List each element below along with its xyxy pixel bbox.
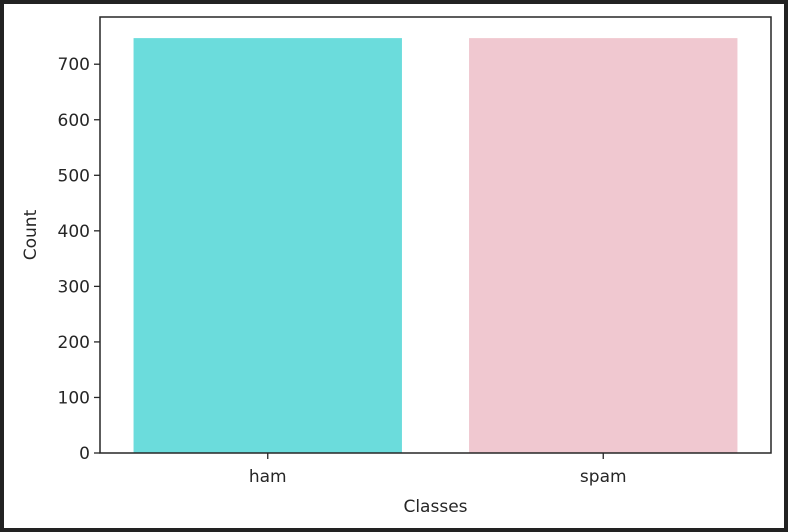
y-tick-label: 500: [58, 166, 90, 186]
x-axis-label: Classes: [403, 497, 467, 517]
y-tick-label: 100: [58, 388, 90, 408]
bars-group: [133, 38, 738, 453]
x-axis: ham spam: [249, 453, 627, 487]
bar-spam: [469, 38, 738, 453]
y-tick-label: 300: [58, 277, 90, 297]
y-tick-label: 600: [58, 111, 90, 131]
bar-ham: [133, 38, 402, 453]
plot-area-border: [99, 16, 772, 454]
y-tick-label: 700: [58, 55, 90, 75]
y-tick-label: 200: [58, 333, 90, 353]
bar-chart: 0 100 200 300 400 500 600 700 ham spam Classes C…: [21, 16, 772, 517]
y-axis: 0 100 200 300 400 500 600 700: [58, 55, 100, 464]
y-axis-label: Count: [21, 209, 41, 260]
x-tick-label: spam: [580, 467, 627, 487]
x-tick-label: ham: [249, 467, 287, 487]
y-tick-label: 400: [58, 222, 90, 242]
y-tick-label: 0: [79, 444, 90, 464]
chart-frame: 0 100 200 300 400 500 600 700 ham spam Classes C…: [4, 4, 784, 528]
